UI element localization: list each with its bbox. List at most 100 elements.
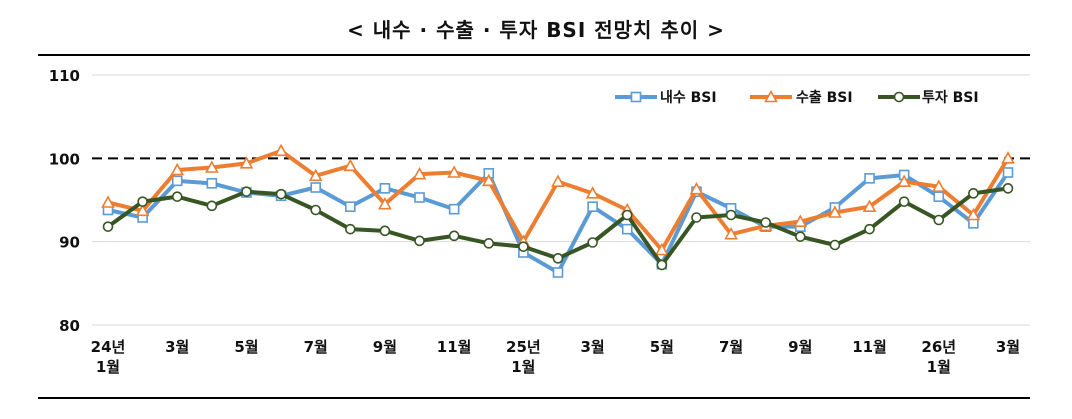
- x-tick-label: 1월: [96, 358, 120, 376]
- data-point: [793, 214, 808, 227]
- data-point: [1001, 151, 1015, 164]
- data-point: [931, 179, 946, 192]
- data-point: [654, 242, 669, 256]
- x-tick-label: 5월: [234, 338, 258, 356]
- data-point: [137, 196, 148, 207]
- series-3: [102, 183, 1014, 271]
- x-tick-label: 11월: [437, 338, 472, 356]
- y-tick-label: 90: [59, 234, 80, 252]
- legend-label: 수출 BSI: [796, 89, 853, 106]
- data-point: [483, 238, 495, 249]
- data-point: [656, 259, 668, 271]
- data-point: [170, 162, 185, 176]
- legend-item-1: 내수 BSI: [615, 90, 717, 106]
- data-point: [552, 267, 564, 278]
- x-tick-label: 24년: [91, 338, 126, 356]
- data-point: [897, 174, 912, 187]
- data-point: [587, 201, 598, 212]
- data-point: [275, 188, 287, 200]
- data-point: [204, 160, 219, 173]
- data-point: [862, 199, 877, 212]
- x-tick-label: 3월: [580, 338, 604, 356]
- axis-layer: 80 90 100 110 24년 1월 3월 5월 7월 9월 11월 25년 1월 3월 5월 7월 9월 1…: [49, 67, 1020, 376]
- x-tick-label: 3월: [996, 338, 1020, 356]
- data-point: [621, 223, 633, 235]
- data-point: [101, 195, 115, 208]
- data-point: [587, 237, 598, 248]
- data-point: [1002, 167, 1014, 178]
- data-point: [448, 203, 460, 215]
- data-point: [551, 174, 565, 187]
- data-point: [481, 173, 496, 187]
- grid-layer: [92, 74, 1030, 326]
- data-point: [171, 191, 183, 202]
- data-point: [171, 175, 183, 187]
- data-point: [966, 207, 981, 221]
- data-point: [343, 158, 358, 172]
- data-point: [585, 186, 600, 199]
- legend: 내수 BSI 수출 BSI 투자 BSI: [615, 89, 979, 106]
- x-tick-label: 25년: [506, 338, 541, 356]
- legend-label: 투자 BSI: [922, 90, 979, 106]
- x-tick-label: 11월: [852, 338, 887, 356]
- data-point: [239, 156, 254, 169]
- data-point: [621, 209, 633, 221]
- data-point: [691, 212, 702, 223]
- data-point: [725, 209, 737, 221]
- data-point: [345, 201, 356, 212]
- x-tick-label: 5월: [650, 338, 674, 356]
- legend-label: 내수 BSI: [660, 90, 717, 106]
- data-point: [310, 204, 321, 216]
- data-point: [552, 253, 564, 264]
- data-point: [1002, 183, 1014, 194]
- data-point: [412, 167, 427, 180]
- data-point: [933, 191, 945, 202]
- data-point: [379, 183, 391, 194]
- data-point: [968, 188, 979, 199]
- data-point: [135, 203, 150, 217]
- data-point: [206, 200, 218, 212]
- data-point: [241, 186, 252, 197]
- data-point: [795, 231, 806, 242]
- y-tick-label: 80: [59, 317, 80, 335]
- data-point: [447, 165, 462, 178]
- data-point: [864, 223, 875, 235]
- data-point: [518, 241, 529, 252]
- x-tick-label: 7월: [304, 338, 328, 356]
- data-point: [760, 217, 771, 228]
- series-layer: [101, 143, 1015, 278]
- data-point: [414, 192, 425, 203]
- data-point: [345, 223, 356, 235]
- data-point: [724, 227, 738, 240]
- legend-item-2: 수출 BSI: [750, 89, 853, 106]
- data-point: [448, 230, 460, 242]
- legend-marker: [630, 91, 642, 103]
- data-point: [379, 225, 391, 237]
- x-tick-label: 1월: [927, 358, 951, 376]
- x-tick-label: 26년: [921, 338, 956, 356]
- x-tick-label: 7월: [719, 338, 743, 356]
- legend-marker: [764, 89, 778, 103]
- x-tick-label: 9월: [373, 338, 397, 356]
- data-point: [274, 143, 288, 157]
- data-point: [898, 196, 910, 207]
- legend-marker: [893, 91, 905, 103]
- data-point: [829, 239, 841, 251]
- data-point: [310, 182, 321, 193]
- x-tick-label: 9월: [788, 338, 812, 356]
- data-point: [864, 173, 875, 184]
- data-point: [828, 205, 842, 218]
- x-tick-label: 3월: [165, 338, 189, 356]
- data-point: [933, 214, 945, 226]
- y-tick-label: 100: [49, 150, 80, 168]
- data-point: [206, 178, 218, 189]
- data-point: [102, 221, 114, 232]
- data-point: [308, 168, 323, 182]
- series-2: [101, 143, 1015, 256]
- data-point: [414, 235, 425, 247]
- legend-item-3: 투자 BSI: [878, 90, 979, 106]
- data-point: [378, 197, 392, 210]
- chart-title: < 내수 · 수출 · 투자 BSI 전망치 추이 >: [347, 18, 725, 42]
- data-point: [689, 182, 704, 195]
